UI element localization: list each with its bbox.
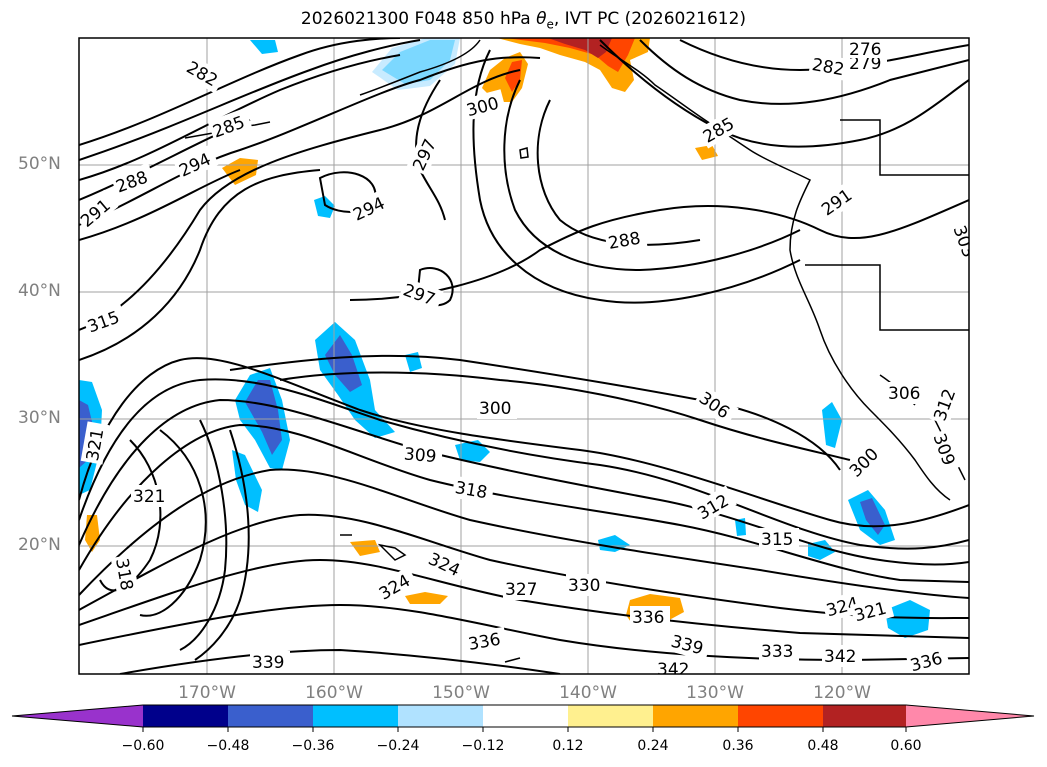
contour-label: 306 — [888, 384, 920, 404]
theta-subscript: e — [546, 17, 554, 32]
map-frame — [78, 37, 970, 675]
contour-label: 327 — [505, 580, 537, 600]
lon-label-130w: 130°W — [686, 683, 744, 703]
lon-label-140w: 140°W — [559, 683, 617, 703]
colorbar-left-extension — [12, 705, 143, 727]
colorbar-tick-label: −0.60 — [121, 738, 165, 754]
colorbar-tick-label: 0.36 — [722, 738, 754, 754]
contour-label: 342 — [824, 647, 856, 667]
colorbar-tick-label: 0.48 — [807, 738, 839, 754]
darkred-shading-alaska — [548, 38, 612, 58]
orange-shading-hawaii-west — [350, 540, 380, 556]
coastlines — [184, 39, 969, 663]
orange-shading-hawaii — [405, 592, 448, 604]
map-panel: 282 285 288 291 294 294 297 297 300 300 … — [79, 38, 969, 680]
contour-label: 300 — [479, 399, 511, 419]
colorbar-segment — [823, 705, 907, 727]
lat-label-30n: 30°N — [18, 408, 61, 428]
lat-label-40n: 40°N — [18, 281, 61, 301]
contour-label: 336 — [632, 608, 664, 628]
contour-label: 315 — [761, 530, 793, 550]
ivt-shading — [79, 38, 930, 638]
contour-label: 339 — [252, 653, 284, 673]
blue-shading-tropics — [885, 600, 930, 638]
contour-label: 342 — [657, 660, 689, 680]
red-shading-gulf — [505, 60, 522, 92]
darkblue-shading-subtropical — [245, 380, 282, 455]
lon-label-150w: 150°W — [432, 683, 490, 703]
contour-label: 333 — [761, 642, 793, 662]
colorbar-tick-label: −0.12 — [461, 738, 505, 754]
contour-label: 321 — [133, 487, 165, 507]
colorbar-segment — [313, 705, 399, 727]
lon-label-160w: 160°W — [305, 683, 363, 703]
lon-label-120w: 120°W — [813, 683, 871, 703]
contour-label: 276 — [849, 40, 881, 60]
colorbar-segment — [738, 705, 824, 727]
theta-symbol: θ — [536, 9, 547, 29]
colorbar-segment — [143, 705, 229, 727]
theta-e-contours — [79, 38, 969, 674]
blue-shading-small-1 — [314, 196, 335, 218]
orange-shading-bc — [695, 145, 718, 160]
colorbar-tick-label: 0.12 — [552, 738, 584, 754]
lon-label-170w: 170°W — [178, 683, 236, 703]
lat-label-20n: 20°N — [18, 535, 61, 555]
colorbar-segment — [653, 705, 739, 727]
colorbar-tick-label: −0.24 — [376, 738, 420, 754]
colorbar-segment — [483, 705, 569, 727]
lat-label-50n: 50°N — [18, 154, 61, 174]
contour-label: 309 — [403, 444, 437, 467]
blue-shading-coast — [822, 402, 842, 448]
colorbar-tick-label: −0.48 — [206, 738, 250, 754]
colorbar-tick-label: −0.36 — [291, 738, 335, 754]
contour-label: 330 — [568, 576, 600, 596]
colorbar-right-extension — [906, 705, 1034, 727]
contour-label: 279 — [849, 54, 881, 74]
map-title: 2026021300 F048 850 hPa θe, IVT PC (2026… — [300, 9, 747, 32]
colorbar — [11, 704, 1035, 732]
colorbar-segment — [228, 705, 314, 727]
colorbar-tick-label: 0.24 — [637, 738, 669, 754]
colorbar-segment — [568, 705, 654, 727]
blue-shading-top-left — [250, 40, 278, 54]
colorbar-segment — [398, 705, 484, 727]
colorbar-tick-label: 0.60 — [890, 738, 922, 754]
light-blue-aleutian — [372, 38, 460, 90]
